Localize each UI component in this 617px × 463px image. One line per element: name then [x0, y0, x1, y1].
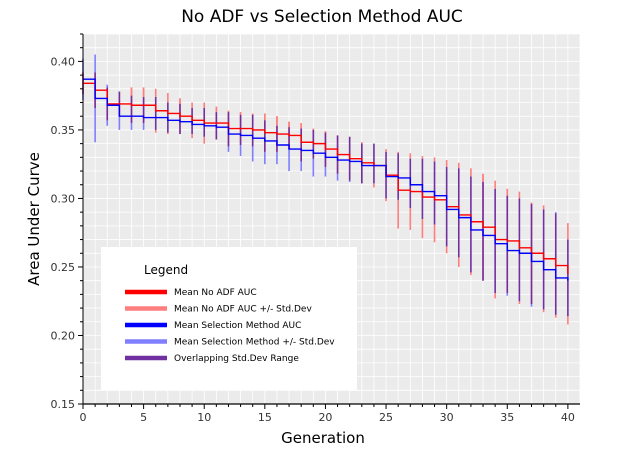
x-axis-label: Generation	[281, 429, 365, 447]
legend-label: Overlapping Std.Dev Range	[174, 354, 299, 364]
legend-label: Mean Selection Method +/- Std.Dev	[174, 338, 335, 348]
legend-label: Mean No ADF AUC +/- Std.Dev	[174, 305, 312, 315]
legend-title: Legend	[144, 263, 188, 277]
legend-label: Mean No ADF AUC	[174, 288, 257, 298]
mean-noadf-line	[83, 82, 569, 274]
legend-box	[101, 247, 357, 390]
mean-lines	[83, 78, 569, 281]
x-tick-label: 0	[80, 411, 87, 424]
y-axis-ticks: 0.15 0.20 0.25 0.30 0.35 0.40	[51, 33, 83, 411]
y-tick-label: 0.25	[51, 261, 76, 274]
x-tick-label: 5	[140, 411, 147, 424]
x-tick-label: 20	[318, 411, 332, 424]
y-tick-label: 0.40	[51, 55, 76, 68]
y-tick-label: 0.20	[51, 329, 76, 342]
chart-title: No ADF vs Selection Method AUC	[181, 7, 463, 27]
y-tick-label: 0.35	[51, 124, 76, 137]
x-tick-label: 40	[561, 411, 575, 424]
y-tick-label: 0.30	[51, 192, 76, 205]
mean-selection-line	[83, 78, 569, 281]
y-axis-label: Area Under Curve	[25, 152, 43, 286]
x-tick-label: 35	[500, 411, 514, 424]
y-tick-label: 0.15	[51, 398, 76, 411]
axes	[82, 34, 580, 405]
x-tick-label: 15	[258, 411, 272, 424]
legend-label: Mean Selection Method AUC	[174, 321, 301, 331]
x-axis-ticks: 0 5 10 15 20 25 30 35 40	[80, 404, 575, 424]
legend: Legend Mean No ADF AUC Mean No ADF AUC +/…	[101, 247, 357, 390]
x-tick-label: 30	[440, 411, 454, 424]
x-tick-label: 25	[379, 411, 393, 424]
x-tick-label: 10	[197, 411, 211, 424]
